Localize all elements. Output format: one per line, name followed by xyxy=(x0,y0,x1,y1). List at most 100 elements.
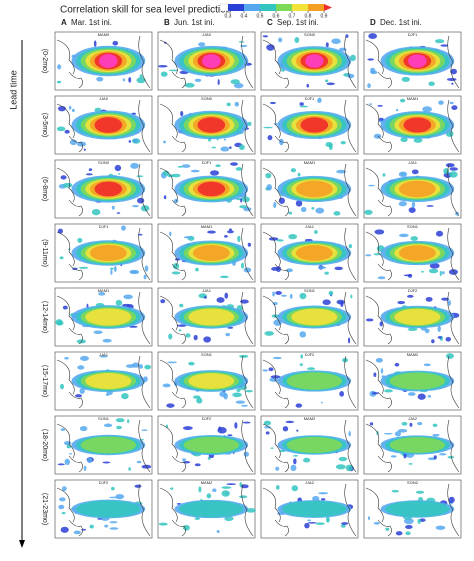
skill-patch xyxy=(290,168,296,173)
skill-patch xyxy=(340,524,346,528)
coastline xyxy=(159,227,254,281)
coastline xyxy=(365,99,460,153)
skill-patch xyxy=(447,455,455,459)
skill-patch xyxy=(180,110,184,117)
skill-patch xyxy=(128,467,131,471)
skill-patch xyxy=(413,137,423,143)
column-letter: D xyxy=(370,18,376,27)
colorbar-segment xyxy=(244,4,260,11)
skill-patch xyxy=(306,83,310,88)
skill-patch xyxy=(232,392,242,398)
skill-patch xyxy=(425,296,433,302)
skill-patch xyxy=(59,256,64,260)
skill-patch xyxy=(128,140,131,143)
skill-patch xyxy=(324,79,329,83)
skill-patch xyxy=(89,524,94,529)
map-panel: SON0 xyxy=(54,159,153,219)
skill-patch xyxy=(403,274,413,277)
skill-patch xyxy=(320,498,326,501)
colorbar-tick-label: 0.3 xyxy=(225,13,232,19)
season-label: JJA1 xyxy=(99,352,109,357)
skill-patch xyxy=(299,331,307,338)
skill-patch xyxy=(338,456,348,462)
skill-patch xyxy=(409,422,413,427)
skill-patch xyxy=(169,69,179,72)
skill-patch xyxy=(77,237,83,243)
coastline xyxy=(56,355,151,409)
skill-patch xyxy=(347,73,355,79)
skill-patch xyxy=(417,393,426,400)
skill-patch xyxy=(398,233,409,238)
skill-patch xyxy=(297,172,301,177)
skill-patch xyxy=(238,354,249,358)
skill-band xyxy=(295,245,333,261)
skill-patch xyxy=(439,453,447,456)
skill-patch xyxy=(129,269,139,274)
skill-patch xyxy=(333,211,341,216)
season-label: DJF2 xyxy=(408,288,418,293)
colorbar-tick-label: 0.6 xyxy=(273,13,280,19)
skill-patch xyxy=(378,117,384,121)
skill-patch xyxy=(182,426,193,431)
skill-patch xyxy=(221,490,230,497)
skill-patch xyxy=(212,488,217,492)
skill-patch xyxy=(269,101,277,105)
skill-patch xyxy=(57,228,63,234)
map-panel: DJF1 xyxy=(260,95,359,155)
skill-patch xyxy=(408,462,413,465)
skill-patch xyxy=(59,497,66,502)
skill-patch xyxy=(80,355,89,361)
coastline xyxy=(365,291,460,345)
skill-patch xyxy=(315,207,325,214)
skill-band xyxy=(286,436,342,454)
skill-patch xyxy=(62,182,73,188)
coastline xyxy=(365,483,460,537)
skill-patch xyxy=(269,377,279,382)
skill-patch xyxy=(121,393,129,400)
season-label: MAM1 xyxy=(98,288,110,293)
skill-patch xyxy=(340,140,346,145)
skill-patch xyxy=(426,205,434,207)
colorbar-tick-label: 0.7 xyxy=(289,13,296,19)
skill-patch xyxy=(132,205,139,208)
skill-patch xyxy=(307,521,317,524)
skill-patch xyxy=(217,79,220,86)
skill-band xyxy=(282,500,347,518)
skill-patch xyxy=(168,333,173,340)
skill-patch xyxy=(390,455,397,458)
skill-patch xyxy=(365,318,374,322)
coastline xyxy=(56,163,151,217)
season-label: SON0 xyxy=(201,96,213,101)
skill-patch xyxy=(77,365,85,370)
colorbar-extension xyxy=(324,4,332,11)
row-label: (9-11mo) xyxy=(41,239,48,267)
skill-patch xyxy=(264,426,272,429)
column-letter: A xyxy=(61,18,67,27)
skill-patch xyxy=(428,81,435,87)
skill-patch xyxy=(395,531,403,536)
skill-patch xyxy=(449,167,458,171)
skill-patch xyxy=(411,169,419,175)
season-label: JJA0 xyxy=(202,32,212,37)
skill-patch xyxy=(407,392,416,396)
skill-patch xyxy=(373,521,380,525)
skill-patch xyxy=(408,207,416,214)
skill-patch xyxy=(116,212,121,214)
column-letter: B xyxy=(164,18,170,27)
skill-band xyxy=(394,308,441,326)
colorbar-tick-label: 0.5 xyxy=(257,13,264,19)
skill-patch xyxy=(225,332,231,337)
skill-patch xyxy=(318,492,329,495)
skill-patch xyxy=(79,425,88,432)
map-panel: MAM1 xyxy=(157,223,256,283)
coastline xyxy=(365,419,460,473)
skill-patch xyxy=(69,139,78,146)
skill-patch xyxy=(451,82,454,85)
skill-patch xyxy=(347,337,351,344)
skill-patch xyxy=(447,300,451,306)
skill-patch xyxy=(263,420,272,426)
skill-patch xyxy=(209,170,220,176)
column-label: Jun. 1st ini. xyxy=(174,18,214,27)
skill-patch xyxy=(60,428,66,431)
season-label: DJF2 xyxy=(202,416,212,421)
